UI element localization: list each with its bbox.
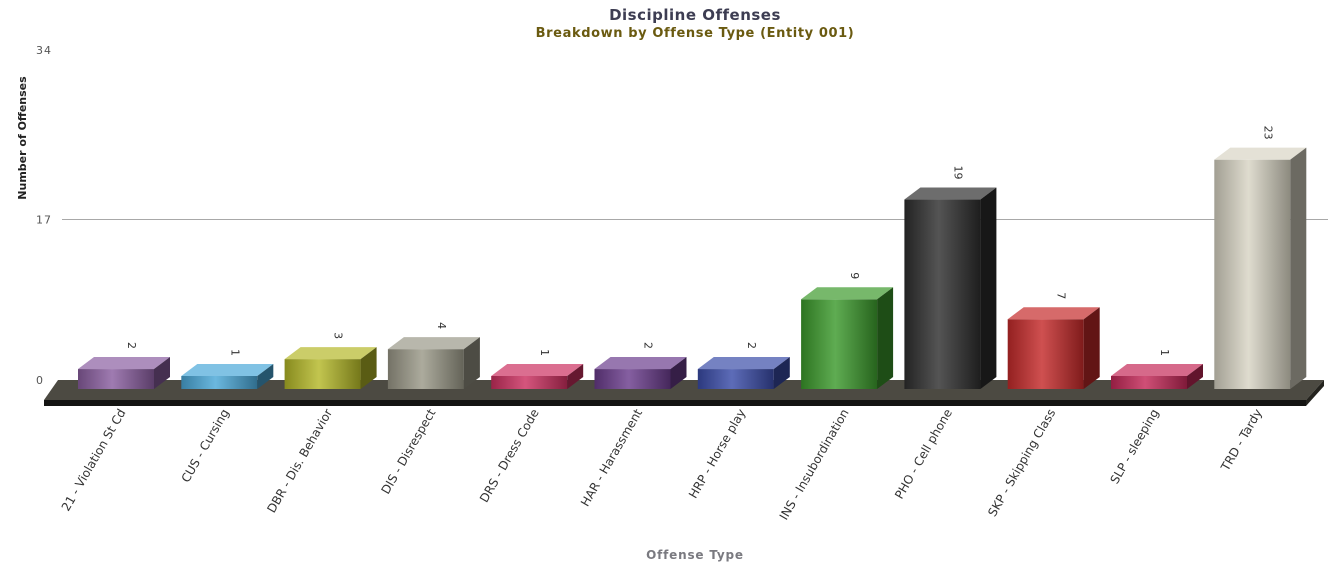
bar: [904, 199, 981, 389]
bar-top: [594, 357, 687, 370]
bar-value-label: 2: [125, 342, 138, 349]
bar-side: [1083, 307, 1100, 389]
bar-top: [1111, 364, 1203, 376]
bar-value-label: 19: [951, 166, 964, 180]
bar-side: [360, 347, 377, 389]
bar-top: [387, 337, 480, 350]
y-tick-label: 34: [36, 44, 52, 57]
bar-side: [877, 287, 894, 389]
bar: [1214, 159, 1291, 389]
chart-subtitle: Breakdown by Offense Type (Entity 001): [535, 26, 855, 41]
bar-side: [567, 364, 584, 389]
bar-value-label: 7: [1055, 292, 1068, 299]
bar-top: [78, 357, 170, 370]
y-axis-title: Number of Offenses: [16, 76, 29, 200]
x-tick-label: HRP - Horse play: [686, 407, 748, 501]
bar-top: [1007, 307, 1100, 320]
bar-top: [491, 364, 584, 376]
bar: [697, 369, 774, 389]
x-tick-label: DBR - Dis. Behavior: [264, 406, 335, 515]
y-tick-label: 0: [36, 374, 44, 387]
x-tick-label: SLP - sleeping: [1107, 407, 1161, 487]
bar-side: [1290, 147, 1307, 389]
bar-side: [773, 357, 790, 389]
bar-value-label: 3: [332, 332, 345, 339]
bar-top: [697, 357, 790, 370]
bar: [181, 376, 258, 389]
bar-side: [154, 357, 170, 389]
x-tick-label: DIS - Disrespect: [378, 406, 438, 496]
x-tick-label: SKP - Skipping Class: [985, 407, 1058, 519]
bar-top: [801, 287, 894, 300]
bar-side: [463, 337, 480, 389]
bar-top: [1214, 147, 1307, 160]
x-tick-label: DRS - Dress Code: [477, 407, 542, 505]
x-tick-label: PHO - Cell phone: [892, 407, 955, 502]
bar-top: [181, 364, 274, 376]
bar: [78, 369, 154, 389]
bar-value-label: 23: [1261, 126, 1274, 140]
bar: [1007, 319, 1084, 389]
y-tick-label: 17: [36, 214, 52, 227]
chart-floor-front: [44, 400, 1306, 406]
chart-floor-side: [1306, 380, 1324, 406]
bar-value-label: 4: [435, 322, 448, 329]
bar: [387, 349, 464, 389]
bar-top: [904, 187, 997, 200]
bar-value-label: 1: [228, 349, 241, 356]
bar-value-label: 2: [642, 342, 655, 349]
bar-side: [257, 364, 274, 389]
bar: [801, 299, 878, 389]
bar-value-label: 2: [745, 342, 758, 349]
x-tick-label: HAR - Harassment: [578, 406, 645, 509]
bar: [594, 369, 671, 389]
x-tick-label: TRD - Tardy: [1218, 407, 1265, 475]
bar: [491, 376, 568, 389]
x-tick-label: 21 - Violation St Cd: [59, 407, 129, 514]
bar-side: [670, 357, 687, 389]
bar-value-label: 1: [538, 349, 551, 356]
x-axis-title: Offense Type: [646, 548, 744, 562]
bar: [284, 359, 361, 389]
bar: [1111, 376, 1187, 389]
bar-top: [284, 347, 377, 360]
bar-value-label: 9: [848, 272, 861, 279]
bar-value-label: 1: [1158, 349, 1171, 356]
chart-title: Discipline Offenses: [609, 6, 781, 24]
bar-side: [1187, 364, 1203, 389]
bar-side: [980, 187, 997, 389]
x-tick-label: INS - Insubordination: [777, 407, 852, 523]
x-tick-label: CUS - Cursing: [179, 407, 232, 485]
